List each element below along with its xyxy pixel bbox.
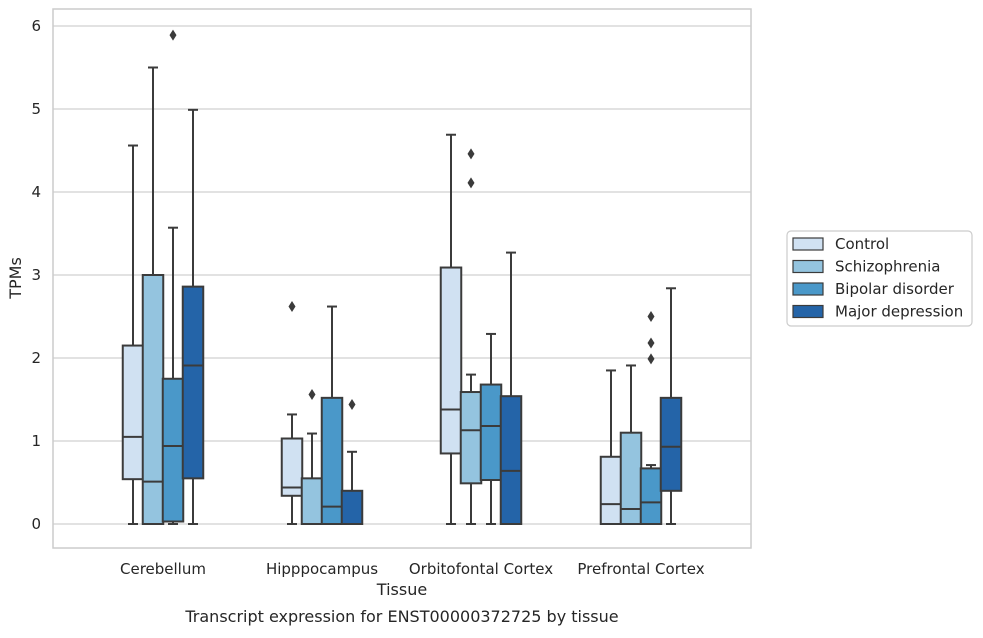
box-iqr [300, 477, 324, 526]
box-schizophrenia [619, 364, 643, 526]
box-iqr [141, 274, 165, 525]
box-schizophrenia [141, 66, 165, 525]
x-tick-label: Cerebellum [120, 560, 206, 578]
legend-label: Major depression [835, 303, 963, 321]
y-axis-label: TPMs [6, 257, 25, 300]
legend: Control Schizophrenia Bipolar disorder Majo… [786, 230, 973, 327]
x-tick-label: Prefrontal Cortex [577, 560, 704, 578]
box-iqr [340, 489, 364, 525]
outlier-point [467, 148, 475, 160]
outlier-point [647, 311, 655, 322]
legend-label: Control [835, 235, 889, 253]
box-major-depression [181, 108, 205, 525]
box-bipolar-disorder [639, 311, 663, 526]
box-iqr [659, 396, 683, 492]
box-iqr [121, 344, 145, 481]
box-major-depression [499, 251, 523, 525]
y-tick-label: 0 [31, 515, 41, 533]
boxes [121, 29, 683, 526]
box-bipolar-disorder [479, 332, 503, 525]
outlier-point [308, 389, 316, 401]
box-iqr [499, 395, 523, 525]
legend-swatch [792, 237, 824, 251]
y-tick-label: 6 [31, 17, 41, 35]
legend-swatch [792, 259, 824, 274]
legend-swatch [792, 304, 824, 319]
outlier-point [169, 29, 177, 41]
outlier-point [348, 398, 356, 410]
outlier-point [647, 337, 655, 349]
y-tick-label: 5 [31, 100, 41, 118]
box-schizophrenia [459, 148, 483, 525]
x-tick-label: Hipppocampus [266, 560, 378, 578]
box-major-depression [659, 287, 683, 525]
chart-caption: Transcript expression for ENST0000037272… [184, 607, 618, 626]
outlier-point [288, 301, 296, 313]
box-bipolar-disorder [161, 29, 185, 525]
box-iqr [459, 391, 483, 485]
legend-label: Schizophrenia [835, 258, 940, 276]
x-axis-label: Tissue [376, 580, 427, 599]
box-iqr [619, 431, 643, 526]
y-tick-label: 1 [31, 432, 41, 450]
box-bipolar-disorder [320, 305, 344, 525]
box-iqr [280, 437, 304, 497]
box-control [121, 144, 145, 525]
outlier-point [647, 353, 655, 365]
x-axis-ticks: Cerebellum Hipppocampus Orbitofontal Corte… [120, 560, 705, 578]
box-iqr [479, 383, 503, 482]
plot-area-frame [52, 8, 752, 549]
box-control [599, 369, 623, 525]
y-tick-label: 3 [31, 266, 41, 284]
box-iqr [439, 266, 463, 455]
box-iqr [639, 467, 663, 526]
box-iqr [161, 377, 185, 523]
box-iqr [599, 455, 623, 525]
y-tick-label: 4 [31, 183, 41, 201]
box-control [280, 301, 304, 525]
outlier-point [467, 177, 475, 189]
box-iqr [181, 285, 205, 480]
box-schizophrenia [300, 389, 324, 526]
legend-frame [786, 230, 973, 327]
box-iqr [320, 396, 344, 525]
box-control [439, 133, 463, 525]
y-tick-label: 2 [31, 349, 41, 367]
y-axis-ticks: 0 1 2 3 4 5 6 [31, 17, 41, 533]
legend-swatch [792, 282, 824, 296]
legend-label: Bipolar disorder [835, 280, 955, 298]
box-major-depression [340, 398, 364, 525]
x-tick-label: Orbitofontal Cortex [409, 560, 553, 578]
